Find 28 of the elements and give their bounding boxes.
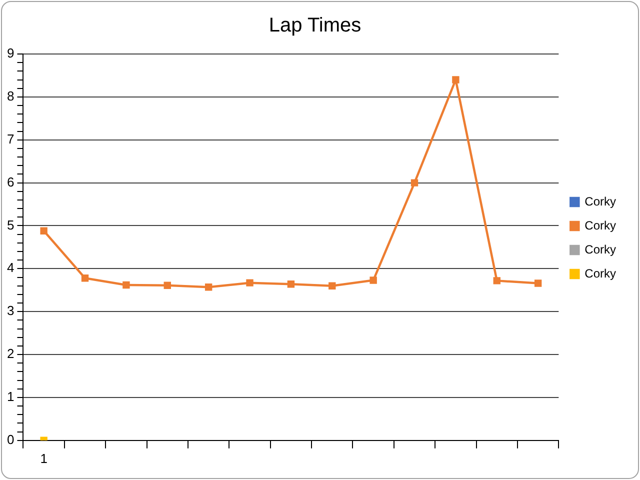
legend-label: Corky [584, 194, 616, 208]
y-tick-label: 1 [6, 389, 14, 404]
point [410, 179, 418, 186]
y-tick-label: 6 [6, 174, 14, 190]
point [287, 280, 295, 288]
y-tick-label: 2 [6, 346, 14, 362]
legend-label: Corky [584, 242, 616, 256]
legend-label: Corky [584, 218, 616, 232]
y-tick-label: 7 [6, 131, 14, 146]
y-tick-label: 0 [6, 432, 14, 447]
point [40, 227, 48, 234]
point [452, 76, 460, 84]
point [493, 277, 500, 284]
y-tick-label: 5 [6, 217, 14, 232]
y-tick-label: 3 [6, 303, 14, 318]
chart-title: Lap Times [268, 14, 362, 37]
point [246, 279, 254, 286]
point [370, 276, 377, 284]
point [328, 282, 336, 290]
point [122, 281, 130, 289]
point [164, 282, 171, 290]
y-tick-label: 9 [6, 46, 14, 61]
point [534, 280, 542, 287]
point [81, 274, 89, 282]
y-tick-label: 4 [6, 260, 14, 276]
point [204, 284, 212, 291]
y-tick-label: 8 [6, 88, 14, 104]
legend-label: Corky [584, 266, 616, 280]
